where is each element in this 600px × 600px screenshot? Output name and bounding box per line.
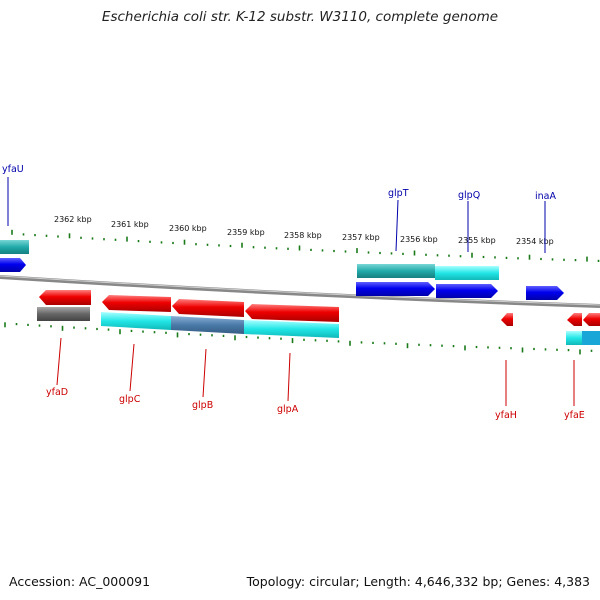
gene-label-glpT[interactable]: glpT <box>388 188 409 199</box>
feature-yfaE-segment-dark[interactable] <box>582 331 600 345</box>
feature-glpA-segment[interactable] <box>244 320 339 338</box>
accession-text: Accession: AC_000091 <box>9 574 151 589</box>
gene-label-inaA[interactable]: inaA <box>535 191 556 202</box>
feature-glpQ-segment[interactable] <box>435 266 499 280</box>
gene-label-yfaH[interactable]: yfaH <box>495 410 517 421</box>
gene-label-glpQ[interactable]: glpQ <box>458 190 480 201</box>
tick-label-2359: 2359 kbp <box>227 228 265 237</box>
reverse-strand-features <box>37 290 600 345</box>
leader-line-glpB <box>202 348 207 398</box>
cds-glpQ-arrow[interactable] <box>436 284 498 298</box>
ruler-forward-track <box>11 229 600 262</box>
tick-label-2357: 2357 kbp <box>342 233 380 242</box>
leader-line-yfaD <box>56 337 62 386</box>
tick-label-2358: 2358 kbp <box>284 231 322 240</box>
tick-label-2361: 2361 kbp <box>111 220 149 229</box>
feature-yfaD-segment[interactable] <box>37 307 90 321</box>
leader-line-glpA <box>287 352 291 402</box>
feature-yfaU-segment[interactable] <box>0 240 29 254</box>
tick-label-2362: 2362 kbp <box>54 215 92 224</box>
cds-yfaH-arrow[interactable] <box>501 313 513 326</box>
gene-label-glpA[interactable]: glpA <box>277 404 299 415</box>
gene-label-yfaD[interactable]: yfaD <box>46 387 68 398</box>
gene-label-yfaU[interactable]: yfaU <box>2 164 24 175</box>
cds-yfaD-arrow[interactable] <box>39 290 91 305</box>
leader-line-glpT <box>395 199 399 252</box>
feature-glpB-segment[interactable] <box>171 316 244 334</box>
reverse-gene-labels: yfaD glpC glpB glpA yfaH yfaE <box>46 337 585 421</box>
forward-gene-labels: yfaU glpT glpQ inaA <box>2 164 556 253</box>
cds-glpB-arrow[interactable] <box>172 299 244 317</box>
cds-glpT-arrow[interactable] <box>356 282 435 296</box>
tick-label-2360: 2360 kbp <box>169 224 207 233</box>
feature-glpC-segment[interactable] <box>101 312 171 330</box>
leader-line-glpC <box>129 343 135 392</box>
cds-inaA-arrow[interactable] <box>526 286 564 300</box>
tick-label-2354: 2354 kbp <box>516 237 554 246</box>
cds-yfaU-arrow[interactable] <box>0 258 26 272</box>
gene-label-glpC[interactable]: glpC <box>119 394 141 405</box>
forward-strand-features <box>0 240 564 300</box>
genome-summary-text: Topology: circular; Length: 4,646,332 bp… <box>246 574 590 589</box>
feature-glpT-segment[interactable] <box>357 264 435 278</box>
map-title: Escherichia coli str. K-12 substr. W3110… <box>101 9 499 25</box>
gene-label-yfaE[interactable]: yfaE <box>564 410 585 421</box>
cds-yfaE-neighbor-arrow[interactable] <box>583 313 600 326</box>
cds-glpA-arrow[interactable] <box>245 304 339 322</box>
genome-backbone <box>0 275 600 308</box>
gene-label-glpB[interactable]: glpB <box>192 400 213 411</box>
genome-backbone-highlight <box>0 275 600 306</box>
ruler-reverse-track <box>4 322 593 355</box>
tick-label-2356: 2356 kbp <box>400 235 438 244</box>
cds-yfaE-arrow[interactable] <box>567 313 582 326</box>
tick-label-2355: 2355 kbp <box>458 236 496 245</box>
cds-glpC-arrow[interactable] <box>102 295 171 312</box>
